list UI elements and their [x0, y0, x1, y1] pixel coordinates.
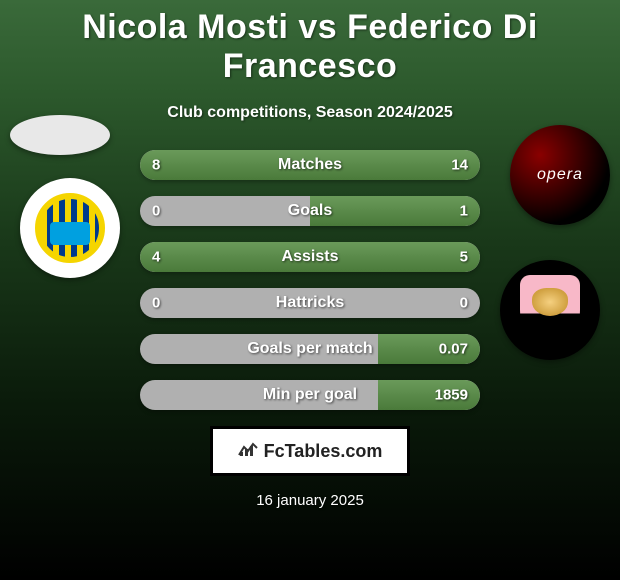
stat-label: Hattricks [276, 294, 344, 312]
stat-value-right: 1 [460, 203, 468, 220]
stat-value-left: 8 [152, 157, 160, 174]
bar-left [140, 242, 290, 272]
stat-row: Min per goal 1859 [140, 380, 480, 410]
comparison-card: Nicola Mosti vs Federico Di Francesco Cl… [0, 0, 620, 580]
stat-row: 0 Hattricks 0 [140, 288, 480, 318]
bar-right [310, 196, 480, 226]
stat-row: 4 Assists 5 [140, 242, 480, 272]
chart-icon [238, 441, 258, 462]
stat-value-left: 0 [152, 203, 160, 220]
date-label: 16 january 2025 [0, 492, 620, 509]
stat-row: Goals per match 0.07 [140, 334, 480, 364]
stat-value-right: 0.07 [439, 341, 468, 358]
stat-label: Goals [288, 202, 332, 220]
player-left-avatar [10, 115, 110, 155]
stat-value-left: 0 [152, 295, 160, 312]
stat-value-left: 4 [152, 249, 160, 266]
stat-value-right: 5 [460, 249, 468, 266]
stats-container: 8Matches140Goals14Assists50Hattricks0Goa… [0, 150, 620, 410]
stat-label: Goals per match [247, 340, 372, 358]
stat-value-right: 14 [451, 157, 468, 174]
stat-label: Min per goal [263, 386, 357, 404]
stat-row: 8 Matches 14 [140, 150, 480, 180]
stat-value-right: 0 [460, 295, 468, 312]
stat-row: 0 Goals 1 [140, 196, 480, 226]
stat-value-right: 1859 [435, 387, 468, 404]
brand-box[interactable]: FcTables.com [210, 426, 410, 476]
page-title: Nicola Mosti vs Federico Di Francesco [0, 0, 620, 86]
stat-label: Matches [278, 156, 342, 174]
stat-label: Assists [282, 248, 339, 266]
brand-text: FcTables.com [264, 441, 383, 462]
